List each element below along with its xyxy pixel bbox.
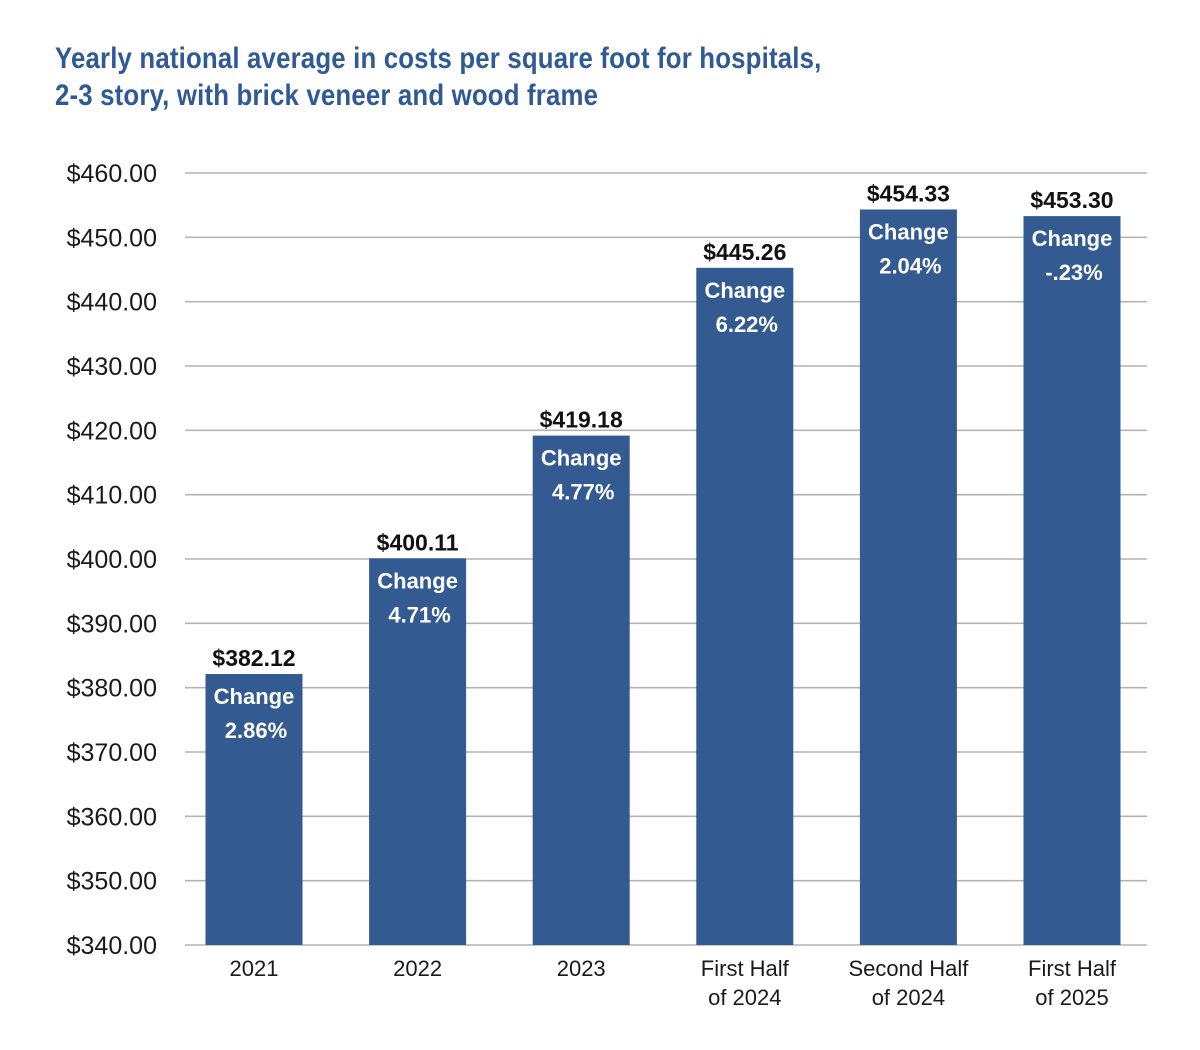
y-tick-label: $350.00: [67, 868, 157, 896]
change-word-label: Change: [377, 568, 458, 593]
x-tick-label: Second Half: [848, 956, 969, 981]
x-tick-label: of 2025: [1035, 985, 1108, 1010]
change-word-label: Change: [214, 684, 295, 709]
y-tick-label: $390.00: [67, 610, 157, 638]
x-tick-label: First Half: [1028, 956, 1117, 981]
x-tick-label: 2021: [230, 956, 279, 981]
change-word-label: Change: [868, 219, 949, 244]
bar: [532, 435, 630, 945]
y-tick-label: $460.00: [67, 160, 157, 188]
y-tick-label: $380.00: [67, 675, 157, 703]
y-tick-label: $400.00: [67, 546, 157, 574]
change-percent-label: 4.77%: [552, 480, 614, 505]
y-axis: $340.00 $350.00 $360.00 $370.00 $380.00 $390.…: [67, 160, 157, 960]
change-percent-label: 6.22%: [716, 312, 778, 337]
value-label: $445.26: [703, 239, 786, 265]
value-label: $382.12: [212, 645, 295, 671]
y-tick-label: $450.00: [67, 224, 157, 252]
bar: [859, 209, 957, 946]
value-label: $400.11: [377, 529, 459, 555]
chart-title: Yearly national average in costs per squ…: [55, 40, 1001, 114]
y-tick-label: $410.00: [67, 482, 157, 510]
x-tick-label: of 2024: [708, 985, 781, 1010]
x-tick-label: First Half: [701, 956, 790, 981]
change-word-label: Change: [704, 278, 785, 303]
x-tick-label: 2022: [393, 956, 442, 981]
bars: $382.12 Change 2.86% $400.11 Change 4.71% $419…: [205, 180, 1121, 946]
bar: [205, 674, 303, 945]
bar: [369, 558, 467, 945]
value-label: $453.30: [1030, 187, 1113, 213]
value-label: $419.18: [540, 407, 623, 433]
change-percent-label: 2.86%: [225, 718, 287, 743]
change-word-label: Change: [1032, 226, 1113, 251]
y-tick-label: $420.00: [67, 417, 157, 445]
y-tick-label: $360.00: [67, 803, 157, 831]
y-tick-label: $340.00: [67, 932, 157, 960]
value-label: $454.33: [867, 180, 950, 206]
change-percent-label: 4.71%: [388, 602, 450, 627]
y-tick-label: $370.00: [67, 739, 157, 767]
chart-title-line-2: 2-3 story, with brick veneer and wood fr…: [55, 79, 599, 112]
bar: [1023, 216, 1121, 945]
change-percent-label: 2.04%: [879, 253, 941, 278]
chart-title-line-1: Yearly national average in costs per squ…: [55, 42, 822, 75]
gridlines: [185, 172, 1147, 946]
y-tick-label: $440.00: [67, 289, 157, 317]
bar: [696, 267, 794, 945]
x-tick-label: 2023: [557, 956, 606, 981]
x-tick-label: of 2024: [872, 985, 945, 1010]
x-axis: 2021 2022 2023 First Half of 2024 Second Half…: [230, 956, 1117, 1010]
change-percent-label: -.23%: [1045, 260, 1102, 285]
change-word-label: Change: [541, 446, 622, 471]
y-tick-label: $430.00: [67, 353, 157, 381]
